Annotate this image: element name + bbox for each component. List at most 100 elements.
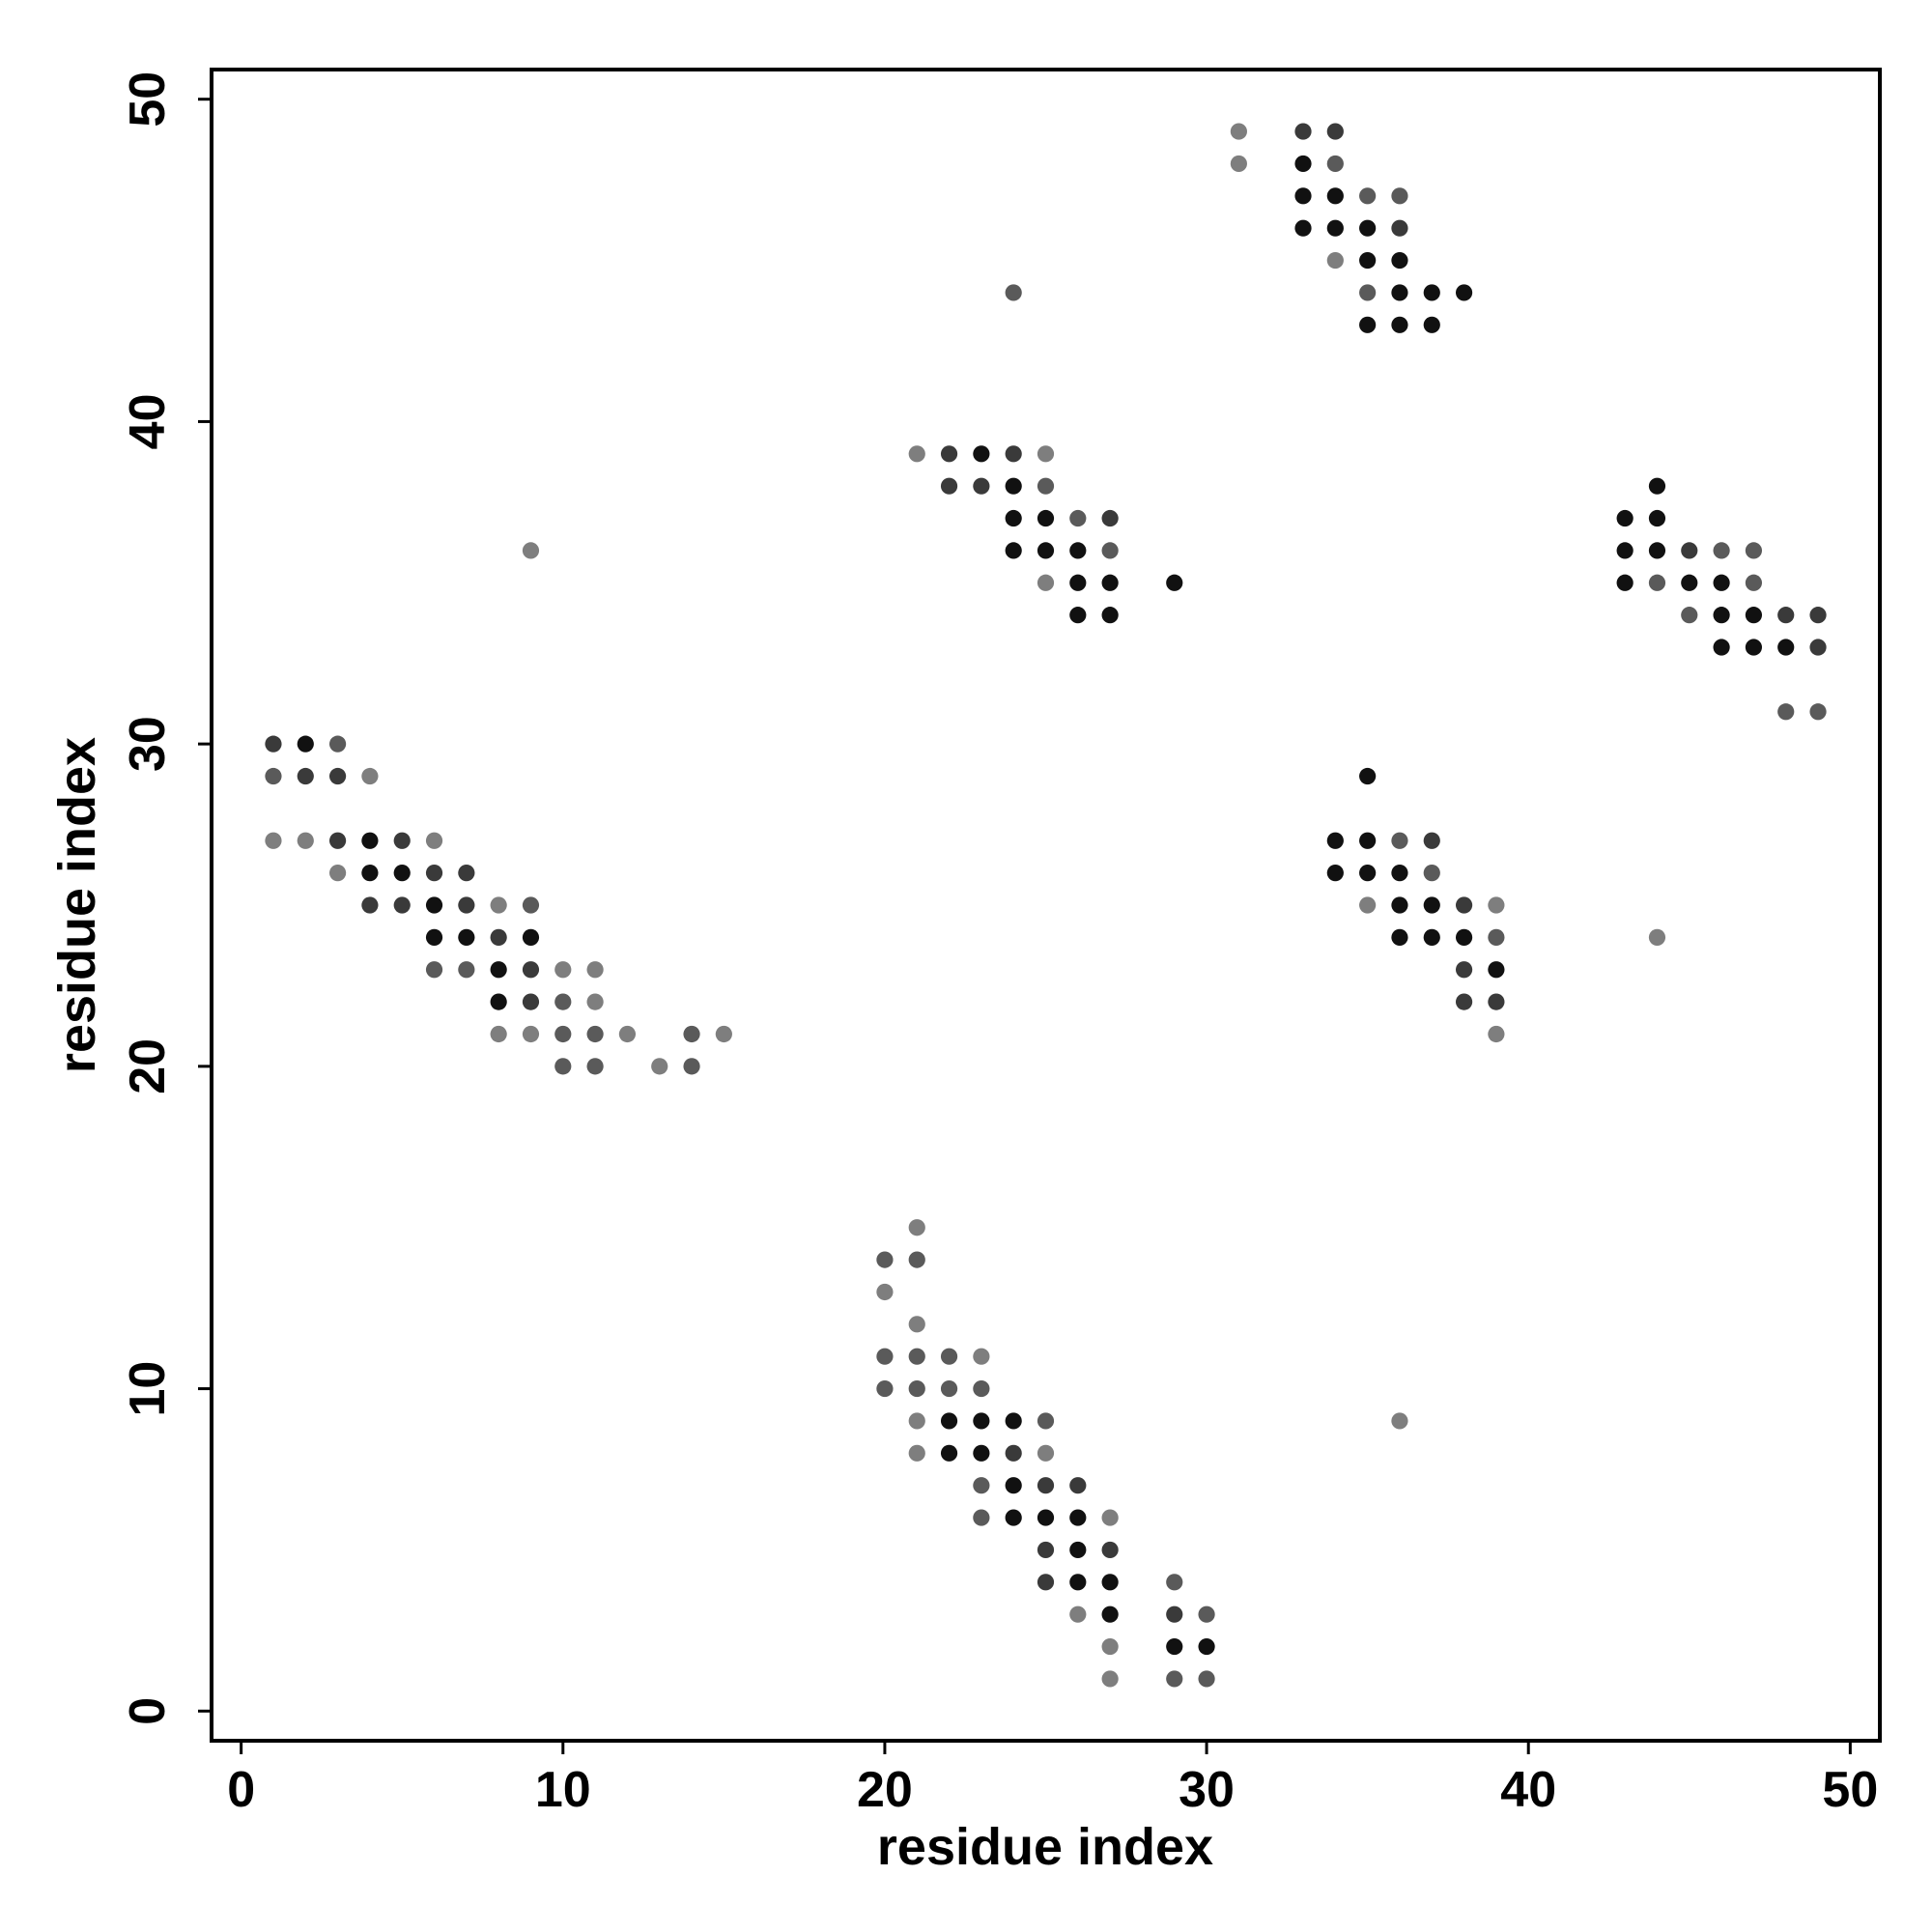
point [973, 477, 990, 495]
point [973, 1412, 990, 1430]
point [1326, 832, 1344, 849]
point [908, 1348, 925, 1365]
point [265, 735, 282, 753]
x-tick-label: 30 [1179, 1762, 1235, 1818]
point [1777, 703, 1795, 721]
point [425, 865, 443, 882]
point [1423, 928, 1440, 946]
point [586, 1025, 604, 1043]
point [1166, 1605, 1183, 1623]
point [908, 1316, 925, 1333]
point [1101, 542, 1119, 559]
point [1037, 1541, 1055, 1559]
x-tick-label: 10 [535, 1762, 591, 1818]
point [1648, 509, 1666, 527]
point [1294, 155, 1312, 173]
point [1391, 896, 1408, 914]
y-tick-label: 0 [120, 1697, 176, 1725]
point [1101, 574, 1119, 591]
point [908, 1412, 925, 1430]
point [1777, 607, 1795, 624]
point [1326, 219, 1344, 237]
point [1713, 607, 1730, 624]
point [425, 961, 443, 979]
point [1391, 1412, 1408, 1430]
y-axis-label: residue index [48, 737, 106, 1073]
point [973, 1509, 990, 1526]
point [1005, 509, 1022, 527]
point [876, 1251, 894, 1268]
point [425, 928, 443, 946]
point [683, 1025, 700, 1043]
point [1455, 896, 1473, 914]
point [1455, 993, 1473, 1010]
point [908, 1251, 925, 1268]
point [1069, 574, 1087, 591]
x-tick-label: 0 [227, 1762, 255, 1818]
point [1423, 896, 1440, 914]
point [1648, 542, 1666, 559]
point [1359, 187, 1377, 205]
point [1423, 316, 1440, 333]
point [1488, 1025, 1505, 1043]
point [1488, 928, 1505, 946]
point [1488, 961, 1505, 979]
point [361, 767, 379, 785]
point [1166, 1670, 1183, 1688]
point [1648, 477, 1666, 495]
plot-frame [210, 68, 1882, 1743]
point [1391, 219, 1408, 237]
point [940, 1379, 958, 1398]
point [1037, 1574, 1055, 1591]
y-tick-label: 50 [120, 71, 176, 128]
x-tick-label: 40 [1500, 1762, 1556, 1818]
point [1809, 607, 1827, 624]
point [490, 961, 507, 979]
point [1391, 832, 1408, 849]
point [940, 1412, 958, 1430]
point [425, 896, 443, 914]
point [554, 1025, 572, 1043]
point [1681, 542, 1698, 559]
point [1681, 574, 1698, 591]
point [1069, 1605, 1087, 1623]
point [328, 767, 347, 785]
point [1101, 509, 1119, 527]
point [458, 865, 475, 882]
point [490, 896, 507, 914]
point [265, 767, 282, 785]
y-tick-label: 10 [120, 1361, 176, 1417]
point [1069, 509, 1087, 527]
point [1101, 607, 1119, 624]
point [1455, 284, 1473, 301]
point [1455, 961, 1473, 979]
point [554, 993, 572, 1010]
point [618, 1025, 637, 1043]
point [908, 1379, 925, 1398]
point [1230, 123, 1247, 140]
point [1230, 155, 1247, 173]
point [1359, 896, 1377, 914]
point [1616, 574, 1634, 591]
point [1359, 219, 1377, 237]
point [1166, 574, 1183, 591]
point [490, 1025, 507, 1043]
point [490, 993, 507, 1010]
point [1069, 542, 1087, 559]
point [425, 832, 443, 849]
x-axis-label: residue index [877, 1818, 1213, 1876]
point [297, 735, 314, 753]
point [586, 961, 604, 979]
point [1101, 1670, 1119, 1688]
point [1423, 832, 1440, 849]
point [1005, 1412, 1022, 1430]
point [393, 896, 411, 914]
point [1037, 445, 1055, 463]
point [1005, 477, 1022, 495]
point [1166, 1637, 1183, 1656]
point [1037, 1412, 1055, 1430]
point [1359, 284, 1377, 301]
point [973, 1477, 990, 1494]
